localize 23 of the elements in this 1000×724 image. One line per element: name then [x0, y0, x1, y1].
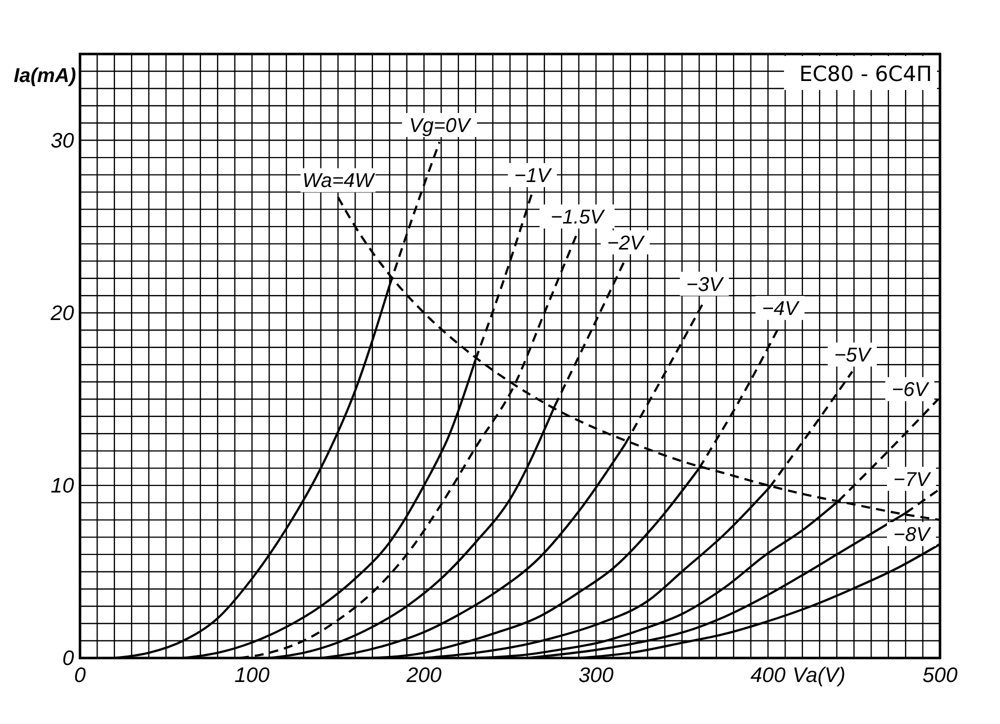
series-label: Wa=4W: [302, 170, 376, 192]
y-tick-label: 10: [50, 474, 74, 498]
series-label: −1V: [514, 165, 552, 188]
series-label: −8V: [893, 524, 932, 546]
x-axis-title: Va(V): [792, 664, 846, 687]
x-tick-label: 300: [578, 664, 614, 687]
x-tick-label: 400: [750, 664, 786, 687]
series-label: −6V: [892, 379, 930, 402]
series-label: −4V: [762, 298, 800, 320]
x-tick-label: 500: [922, 664, 958, 687]
series-label: −2V: [607, 232, 645, 254]
chart-title: EC80 - 6С4П: [799, 62, 932, 86]
series-label: −1.5V: [550, 206, 606, 228]
y-tick-label: 20: [50, 302, 74, 325]
y-axis-title: Ia(mA): [14, 65, 76, 87]
series-label: −5V: [834, 344, 872, 367]
x-tick-label: 100: [234, 664, 270, 687]
series-label: Vg=0V: [409, 115, 472, 138]
x-tick-label: 200: [405, 664, 442, 687]
y-tick-label: 30: [50, 129, 74, 152]
y-tick-label: 0: [62, 647, 74, 670]
series-label: −3V: [686, 274, 724, 296]
series-label: −7V: [893, 468, 932, 491]
